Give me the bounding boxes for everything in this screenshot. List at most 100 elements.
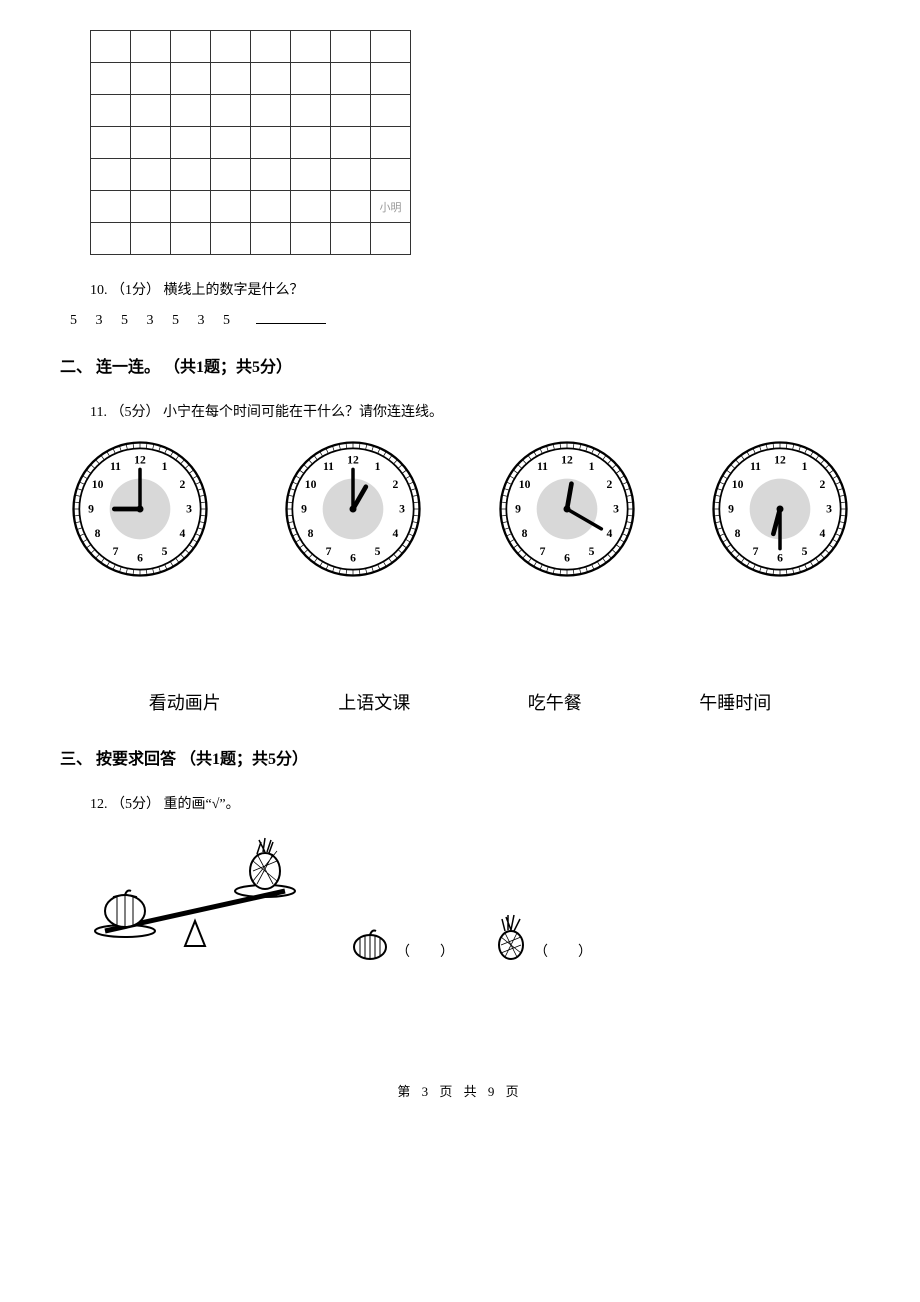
section2-header: 二、 连一连。 （共1题；共5分） [60,353,860,377]
section3-title: 按要求回答 [96,751,176,768]
svg-text:9: 9 [301,503,307,516]
clock-4: 123456789101112 [710,439,850,579]
seq-item: 5 [223,313,232,328]
svg-text:10: 10 [518,478,530,491]
svg-text:10: 10 [92,478,104,491]
q12-text: 重的画“√”。 [164,797,240,812]
svg-text:3: 3 [613,503,619,516]
section3-header: 三、 按要求回答 （共1题；共5分） [60,745,860,769]
activity-label: 午睡时间 [699,689,771,715]
svg-text:4: 4 [180,527,186,540]
svg-text:12: 12 [134,454,146,467]
svg-text:6: 6 [350,552,356,565]
svg-text:2: 2 [606,478,612,491]
svg-text:11: 11 [537,460,548,473]
pumpkin-icon [350,925,390,961]
pineapple-icon [494,913,528,961]
svg-text:1: 1 [375,460,381,473]
svg-text:5: 5 [588,545,594,558]
section2-count: （共1题；共5分） [164,359,292,376]
svg-text:3: 3 [186,503,192,516]
q10-stem: 10. （1分） 横线上的数字是什么？ [90,279,860,299]
svg-text:5: 5 [802,545,808,558]
choice-pumpkin: （ ） [350,925,454,961]
svg-text:7: 7 [539,545,545,558]
q11-stem: 11. （5分） 小宁在每个时间可能在干什么？请你连连线。 [90,401,860,421]
paren-close: ） [578,941,592,961]
section2-title: 连一连。 [96,359,160,376]
svg-text:2: 2 [820,478,826,491]
svg-text:7: 7 [113,545,119,558]
svg-text:9: 9 [88,503,94,516]
activity-label: 上语文课 [338,689,410,715]
q10-number: 10. [90,283,108,298]
paren-open: （ [534,941,548,961]
clock-3: 123456789101112 [497,439,637,579]
section2-label: 二、 [60,359,92,376]
svg-text:12: 12 [774,454,786,467]
q12-number: 12. [90,797,108,812]
svg-text:10: 10 [305,478,317,491]
svg-text:2: 2 [393,478,399,491]
q11-text: 小宁在每个时间可能在干什么？请你连连线。 [163,405,443,420]
svg-text:1: 1 [802,460,808,473]
svg-text:9: 9 [515,503,521,516]
seq-item: 3 [96,313,105,328]
q10-sequence: 5 3 5 3 5 3 5 [70,313,860,329]
paren-open: （ [396,941,410,961]
svg-text:1: 1 [588,460,594,473]
seq-item: 3 [198,313,207,328]
svg-text:12: 12 [348,454,360,467]
svg-text:8: 8 [735,527,741,540]
svg-text:6: 6 [137,552,143,565]
choice-pineapple: （ ） [494,913,592,961]
activity-label: 看动画片 [149,689,221,715]
svg-text:11: 11 [323,460,334,473]
q11-points: （5分） [110,405,159,420]
clock-1: 123456789101112 [70,439,210,579]
svg-text:12: 12 [561,454,573,467]
seq-item: 5 [121,313,130,328]
q11-number: 11. [90,405,107,420]
svg-text:10: 10 [732,478,744,491]
seq-item: 5 [172,313,181,328]
paren-close: ） [440,941,454,961]
svg-text:5: 5 [375,545,381,558]
balance-scale-icon [80,831,310,961]
clock-2: 123456789101112 [283,439,423,579]
q12-points: （5分） [111,797,160,812]
position-grid: 小明 [90,30,411,255]
seq-item: 3 [147,313,156,328]
activity-row: 看动画片 上语文课 吃午餐 午睡时间 [90,689,830,715]
svg-text:2: 2 [180,478,186,491]
svg-text:8: 8 [521,527,527,540]
svg-text:5: 5 [162,545,168,558]
svg-text:7: 7 [326,545,332,558]
q12-stem: 12. （5分） 重的画“√”。 [90,793,860,813]
q10-blank[interactable] [256,323,326,324]
grid-label-cell: 小明 [371,191,411,223]
page-footer: 第 3 页 共 9 页 [60,1081,860,1100]
svg-text:6: 6 [777,552,783,565]
svg-text:4: 4 [820,527,826,540]
svg-text:9: 9 [728,503,734,516]
svg-text:11: 11 [750,460,761,473]
svg-text:7: 7 [753,545,759,558]
svg-text:3: 3 [826,503,832,516]
q10-text: 横线上的数字是什么？ [164,283,304,298]
q10-points: （1分） [111,283,160,298]
seq-item: 5 [70,313,79,328]
svg-text:1: 1 [162,460,168,473]
svg-text:4: 4 [393,527,399,540]
svg-text:8: 8 [308,527,314,540]
q12-figure: （ ） （ ） [80,831,860,961]
section3-label: 三、 [60,751,92,768]
svg-text:8: 8 [95,527,101,540]
svg-text:6: 6 [564,552,570,565]
section3-count: （共1题；共5分） [180,751,308,768]
activity-label: 吃午餐 [528,689,582,715]
svg-text:11: 11 [110,460,121,473]
svg-text:4: 4 [606,527,612,540]
clock-row: 123456789101112 123456789101112 12345678… [70,439,850,579]
svg-text:3: 3 [399,503,405,516]
